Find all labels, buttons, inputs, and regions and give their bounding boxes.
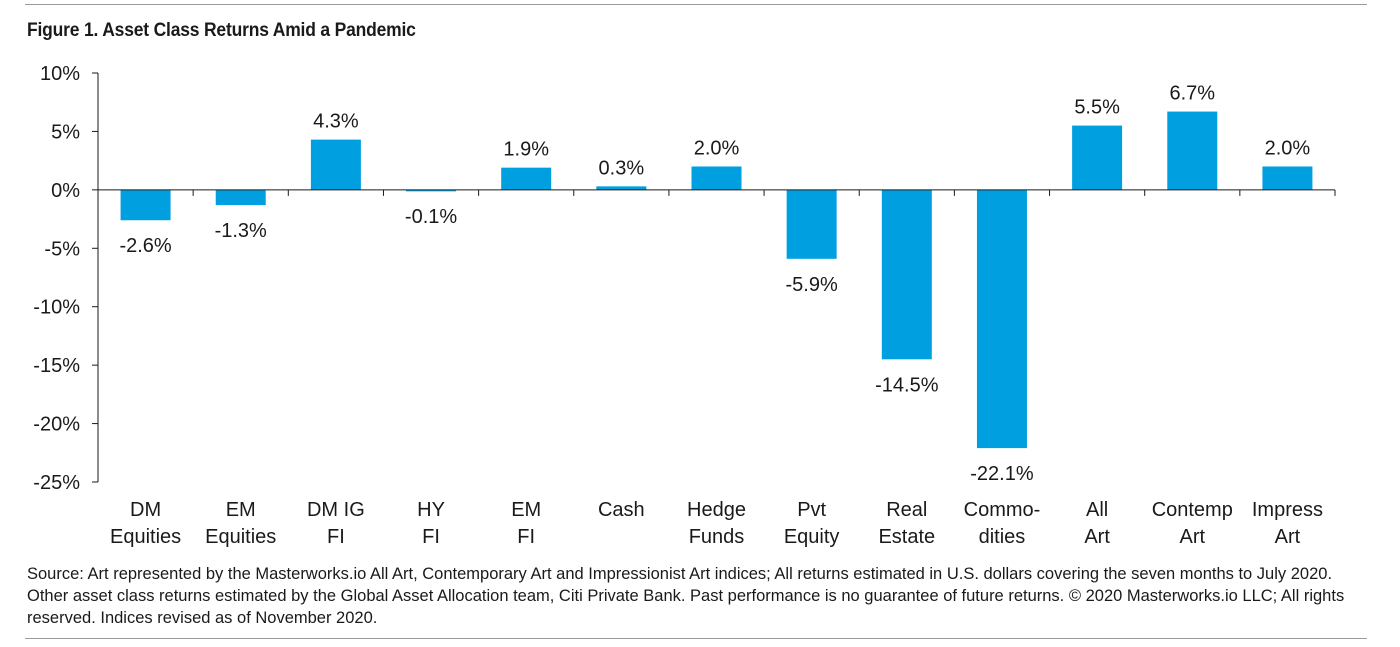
category-label: DM Equities (110, 499, 181, 548)
category-label: All Art (1084, 499, 1110, 548)
data-label: 6.7% (1169, 83, 1215, 105)
bottom-rule (25, 638, 1367, 639)
category-label: Cash (598, 499, 645, 521)
category-label: Commo-dities (964, 499, 1041, 548)
figure-title: Figure 1. Asset Class Returns Amid a Pan… (27, 20, 416, 41)
y-tick-label: -25% (33, 472, 80, 494)
bar-chart: 10% 5% 0% -5% -10% -15% -20% -25% -2.6% -1.3% 4.3%… (33, 63, 1336, 548)
bar (691, 166, 742, 190)
data-label: -0.1% (405, 206, 457, 228)
category-label: EM Equities (205, 499, 276, 548)
bar (596, 186, 647, 190)
data-label: -1.3% (215, 220, 267, 242)
bar (1072, 125, 1123, 190)
category-label: Hedge Funds (687, 499, 746, 548)
data-label: -14.5% (875, 374, 939, 396)
bar (310, 139, 361, 190)
category-label: Contemp Art (1152, 499, 1233, 548)
bar (501, 167, 552, 190)
y-tick-label: -10% (33, 297, 80, 319)
bar (976, 189, 1027, 449)
top-rule (25, 4, 1367, 5)
category-label: DM IG FI (307, 499, 365, 548)
category-label: HY FI (417, 499, 445, 548)
source-note: Source: Art represented by the Masterwor… (27, 565, 1345, 627)
bar (120, 189, 171, 221)
data-label: 4.3% (313, 111, 359, 133)
bar (881, 189, 932, 360)
bar (786, 189, 837, 259)
data-label: -22.1% (970, 463, 1034, 485)
y-tick-label: 5% (51, 121, 80, 143)
y-tick-label: 0% (51, 180, 80, 202)
y-tick-label: -15% (33, 355, 80, 377)
bar (1262, 166, 1313, 190)
data-label: 2.0% (1265, 137, 1311, 159)
category-label: Impress Art (1252, 499, 1323, 548)
y-tick-label: 10% (40, 63, 80, 85)
bar (406, 189, 457, 192)
data-label: 2.0% (694, 137, 740, 159)
category-label: EM FI (511, 499, 541, 548)
data-label: -2.6% (119, 235, 171, 257)
data-label: 5.5% (1074, 97, 1120, 119)
data-label: 1.9% (503, 139, 549, 161)
y-tick-label: -20% (33, 414, 80, 436)
bar (215, 189, 266, 206)
data-label: 0.3% (599, 157, 645, 179)
category-label: Real Estate (878, 499, 935, 548)
y-tick-label: -5% (44, 238, 80, 260)
category-label: Pvt Equity (784, 499, 840, 548)
data-label: -5.9% (786, 274, 838, 296)
bar (1167, 111, 1218, 190)
